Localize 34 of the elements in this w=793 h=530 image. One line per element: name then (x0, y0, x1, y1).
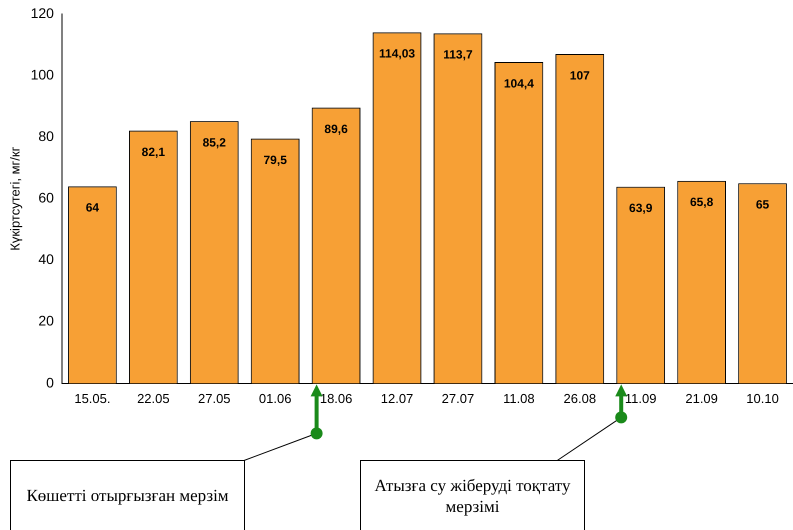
x-tick-label: 10.10 (746, 390, 779, 406)
data-label: 64 (86, 200, 100, 215)
data-label: 89,6 (324, 122, 348, 136)
data-label: 114,03 (378, 46, 416, 61)
data-label: 82,1 (142, 144, 166, 159)
data-label: 79,5 (264, 152, 288, 167)
y-tick-label: 120 (30, 4, 54, 21)
data-label: 107 (570, 68, 590, 82)
y-tick-label: 60 (38, 190, 54, 206)
text: Атызға су жіберуді тоқтату мерзімі (360, 460, 585, 530)
data-label: 85,2 (202, 135, 226, 150)
x-tick-label: 12.07 (380, 390, 414, 406)
x-tick-label: 22.05 (137, 390, 170, 406)
y-tick-label: 100 (30, 66, 54, 82)
x-tick-label: 11.09 (624, 390, 656, 406)
data-label: 65 (756, 198, 770, 212)
x-tick-label: 21.09 (685, 390, 718, 406)
data-label: 104,4 (504, 76, 534, 90)
data-label: 113,7 (443, 48, 473, 62)
x-tick-label: 15.05. (74, 390, 110, 406)
y-axis-title: Күкіртсутегі, мг/кг (7, 146, 22, 251)
x-tick-label: 27.07 (442, 390, 474, 406)
y-tick-label: 20 (38, 312, 54, 329)
y-tick-label: 80 (38, 128, 54, 144)
y-tick-label: 40 (38, 251, 54, 268)
text: Көшетті отырғызған мерзім (10, 460, 245, 530)
x-tick-label: 01.06 (258, 390, 292, 406)
x-tick-label: 27.05 (198, 390, 231, 406)
x-tick-label: 11.08 (503, 390, 535, 406)
data-label: 63,9 (629, 201, 653, 216)
y-tick-label: 0 (46, 374, 54, 390)
data-label: 65,8 (690, 195, 714, 210)
x-tick-label: 18.06 (320, 390, 352, 406)
x-tick-label: 26.08 (564, 390, 596, 406)
